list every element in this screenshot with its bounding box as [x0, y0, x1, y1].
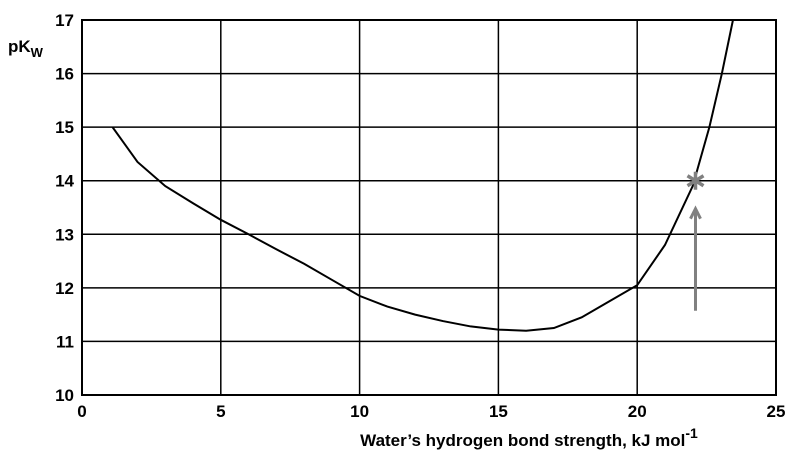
y-tick-label: 16: [55, 65, 74, 84]
y-tick-label: 13: [55, 225, 74, 244]
x-tick-label: 10: [350, 402, 369, 421]
line: [111, 19, 734, 332]
x-axis-label: Water’s hydrogen bond strength, kJ mol-1: [360, 425, 698, 450]
highlight-star: [686, 171, 705, 190]
y-tick-label: 10: [55, 386, 74, 405]
y-axis-label: pKW: [8, 37, 44, 60]
y-tick-label: 11: [56, 332, 74, 351]
arrow: [689, 205, 702, 311]
x-tick-label: 25: [767, 402, 786, 421]
x-tick-label: 0: [77, 402, 86, 421]
x-tick-label: 20: [628, 402, 647, 421]
x-tick-label: 15: [489, 402, 508, 421]
y-label-main: pK: [8, 37, 31, 56]
y-tick-label: 17: [55, 11, 74, 30]
x-tick-label: 5: [216, 402, 225, 421]
y-tick-label: 14: [55, 172, 74, 191]
y-tick-label: 15: [55, 118, 74, 137]
x-label-sup: -1: [685, 425, 698, 441]
x-label-main: Water’s hydrogen bond strength, kJ mol: [360, 431, 685, 450]
y-tick-label: 12: [55, 279, 74, 298]
plot-frame: [81, 19, 777, 396]
y-label-sub: W: [31, 45, 44, 60]
